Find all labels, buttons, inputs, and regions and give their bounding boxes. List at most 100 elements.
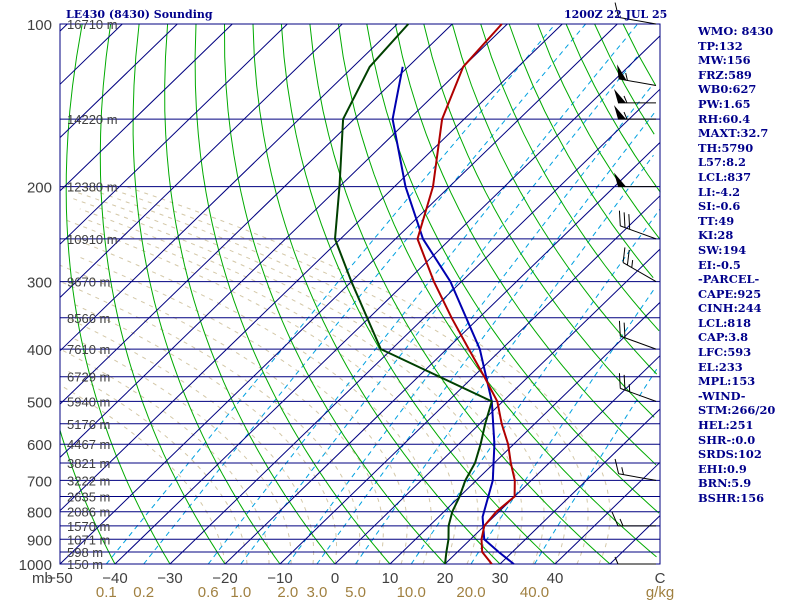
moist-adiabat-line bbox=[103, 186, 589, 565]
plot-frame bbox=[59, 23, 661, 565]
mixing-ratio-tick-label: 10.0 bbox=[397, 584, 426, 600]
dry-adiabat-line bbox=[309, 23, 611, 565]
isotherm-line bbox=[59, 23, 398, 352]
temperature-tick-label: −30 bbox=[157, 570, 182, 587]
stat-item: L57:8.2 bbox=[698, 155, 746, 170]
pressure-tick-label: 300 bbox=[27, 275, 52, 292]
stat-item: LI:-4.2 bbox=[698, 184, 741, 199]
height-tick-label: 2086 m bbox=[67, 505, 110, 520]
moist-adiabat-line bbox=[73, 238, 432, 565]
stat-item: MPL:153 bbox=[698, 374, 756, 389]
temperature-tick-label: 30 bbox=[492, 570, 509, 587]
isotherm-line bbox=[59, 23, 123, 85]
height-tick-label: 3821 m bbox=[67, 456, 110, 471]
pressure-tick-label: 700 bbox=[27, 473, 52, 490]
pressure-unit-label: mb bbox=[32, 570, 53, 587]
wind-barb bbox=[618, 210, 657, 240]
moist-adiabat-line bbox=[78, 256, 408, 565]
temperature-tick-label: −10 bbox=[267, 570, 292, 587]
pressure-tick-label: 900 bbox=[27, 532, 52, 549]
stat-item: CAPE:925 bbox=[698, 286, 762, 301]
isotherm-line bbox=[59, 23, 233, 192]
stat-item: CINH:244 bbox=[698, 301, 762, 316]
height-tick-label: 12380 m bbox=[67, 180, 118, 195]
pressure-tick-label: 800 bbox=[27, 505, 52, 522]
dry-adiabats bbox=[59, 23, 661, 565]
dry-adiabat-line bbox=[194, 23, 391, 565]
wind-barb bbox=[614, 105, 656, 120]
height-tick-label: 5176 m bbox=[67, 417, 110, 432]
mixing-ratio-lines bbox=[105, 23, 661, 565]
moist-adiabat-line bbox=[68, 371, 248, 565]
height-tick-label: 3222 m bbox=[67, 473, 110, 488]
dry-adiabat-line bbox=[337, 23, 657, 558]
stat-item: CAP:3.8 bbox=[698, 330, 749, 345]
wind-barb bbox=[614, 88, 656, 104]
isotherm-line bbox=[59, 23, 68, 32]
wind-barb bbox=[618, 373, 657, 402]
mixing-ratio-line bbox=[534, 365, 660, 565]
dry-adiabat-line bbox=[394, 23, 657, 466]
stat-item: -PARCEL- bbox=[698, 272, 760, 287]
dry-adiabat-line bbox=[537, 23, 661, 240]
stat-item: TP:132 bbox=[698, 38, 743, 53]
temperature-tick-label: −20 bbox=[212, 570, 237, 587]
dry-adiabat-line bbox=[366, 23, 660, 514]
stat-item: SHR-:0.0 bbox=[698, 432, 756, 447]
stat-item: SI:-0.6 bbox=[698, 199, 741, 214]
mixing-ratio-line bbox=[240, 56, 638, 565]
stat-item: SRDS:102 bbox=[698, 447, 762, 462]
temperature-tick-label: 40 bbox=[547, 570, 564, 587]
dry-adiabat-line bbox=[59, 429, 116, 565]
isotherm-line bbox=[59, 23, 618, 565]
mixing-ratio-line bbox=[355, 154, 654, 565]
isotherms bbox=[59, 23, 661, 565]
dry-adiabat-line bbox=[423, 23, 655, 418]
height-tick-label: 1570 m bbox=[67, 519, 110, 534]
mixing-ratio-tick-label: 5.0 bbox=[345, 584, 366, 600]
moist-adiabat-line bbox=[125, 186, 611, 565]
isotherm-line bbox=[59, 23, 288, 245]
height-tick-label: 150 m bbox=[67, 557, 103, 572]
stat-item: TT:49 bbox=[698, 213, 735, 228]
dry-adiabat-line bbox=[508, 23, 654, 279]
pressure-tick-label: 400 bbox=[27, 342, 52, 359]
sounding-time: 1200Z 22 JUL 25 bbox=[564, 8, 668, 21]
mixing-ratio-tick-label: 20.0 bbox=[456, 584, 485, 600]
pressure-tick-label: 200 bbox=[27, 180, 52, 197]
stat-item: RH:60.4 bbox=[698, 111, 751, 126]
wind-barb bbox=[617, 64, 657, 86]
isotherm-line bbox=[59, 23, 508, 458]
stat-item: SW:194 bbox=[698, 242, 747, 257]
stat-item: TH:5790 bbox=[698, 140, 754, 155]
dry-adiabat-line bbox=[565, 23, 661, 193]
moist-adiabat-line bbox=[73, 303, 337, 565]
isotherm-line bbox=[114, 35, 661, 565]
stat-item: LFC:593 bbox=[698, 345, 752, 360]
moist-adiabat-line bbox=[85, 218, 479, 565]
mixing-ratio-tick-label: 1.0 bbox=[230, 584, 251, 600]
moist-adiabat-line bbox=[70, 336, 292, 565]
stat-item: MW:156 bbox=[698, 53, 751, 68]
mixing-ratio-tick-label: 40.0 bbox=[520, 584, 549, 600]
pressure-tick-label: 1000 bbox=[19, 557, 52, 574]
temperature-tick-label: 20 bbox=[437, 570, 454, 587]
isotherm-line bbox=[279, 195, 661, 565]
isotherm-line bbox=[169, 88, 661, 565]
mixing-ratio-tick-label: 2.0 bbox=[277, 584, 298, 600]
stat-item: LCL:837 bbox=[698, 169, 752, 184]
mixing-ratio-unit-label: g/kg bbox=[646, 584, 674, 600]
height-tick-label: 2635 m bbox=[67, 490, 110, 505]
isotherm-line bbox=[59, 23, 343, 298]
stat-item: STM:266/20 bbox=[698, 403, 776, 418]
stat-item: LCL:818 bbox=[698, 315, 752, 330]
height-tick-label: 16710 m bbox=[67, 17, 118, 32]
pressure-tick-label: 100 bbox=[27, 17, 52, 34]
height-tick-label: 9670 m bbox=[67, 275, 110, 290]
stat-item: FRZ:589 bbox=[698, 67, 752, 82]
isotherm-line bbox=[224, 142, 661, 565]
temperature-tick-label: −50 bbox=[47, 570, 72, 587]
temperature-tick-label: −40 bbox=[102, 570, 127, 587]
